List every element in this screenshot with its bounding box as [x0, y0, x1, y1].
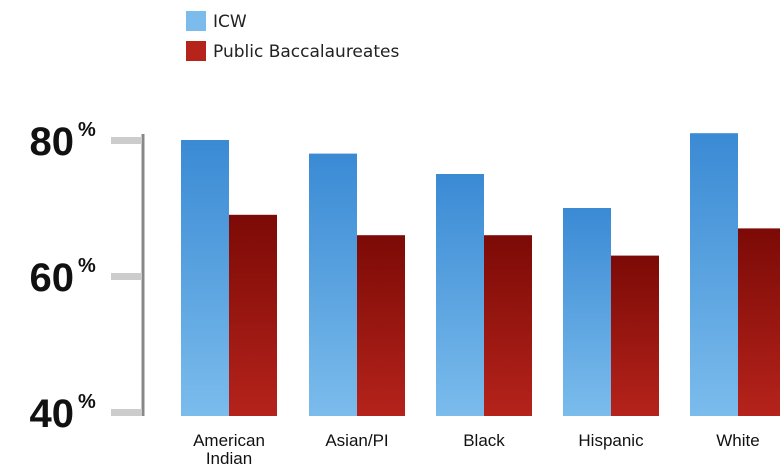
- x-tick-label: Hispanic: [578, 431, 644, 450]
- x-tick-label: Indian: [206, 449, 252, 468]
- y-tick-label: 40: [30, 392, 75, 436]
- y-tick-mark: [111, 137, 142, 144]
- y-tick-unit: %: [78, 391, 96, 413]
- legend-swatch-1: [186, 11, 206, 31]
- y-tick-mark: [111, 409, 142, 416]
- legend: ICW Public Baccalaureates: [186, 11, 399, 62]
- y-axis: 80 %60 %40%: [30, 119, 145, 436]
- bar-public-baccalaureates-1: [229, 214, 277, 416]
- y-tick-unit: %: [78, 119, 96, 141]
- x-tick-label: Black: [463, 431, 505, 450]
- y-tick-unit: %: [78, 255, 96, 277]
- x-tick-label: American: [193, 431, 265, 450]
- bar-public-baccalaureates-5: [738, 228, 780, 416]
- bar-public-baccalaureates-2: [357, 235, 405, 416]
- bar-public-baccalaureates-4: [611, 255, 659, 416]
- legend-swatch-2: [186, 41, 206, 61]
- y-tick-label: 80: [30, 120, 75, 164]
- legend-label-2: Public Baccalaureates: [213, 42, 399, 62]
- y-tick-mark: [111, 273, 142, 280]
- bar-icw-3: [436, 174, 484, 416]
- bar-public-baccalaureates-3: [484, 235, 532, 416]
- bar-icw-5: [690, 133, 738, 416]
- bar-icw-1: [181, 140, 229, 416]
- x-tick-label: Asian/PI: [325, 431, 388, 450]
- bars: [181, 133, 780, 416]
- x-tick-label: White: [716, 431, 759, 450]
- legend-label-1: ICW: [213, 12, 247, 32]
- bar-icw-4: [563, 208, 611, 416]
- bar-icw-2: [309, 153, 357, 416]
- y-tick-label: 60: [30, 256, 75, 300]
